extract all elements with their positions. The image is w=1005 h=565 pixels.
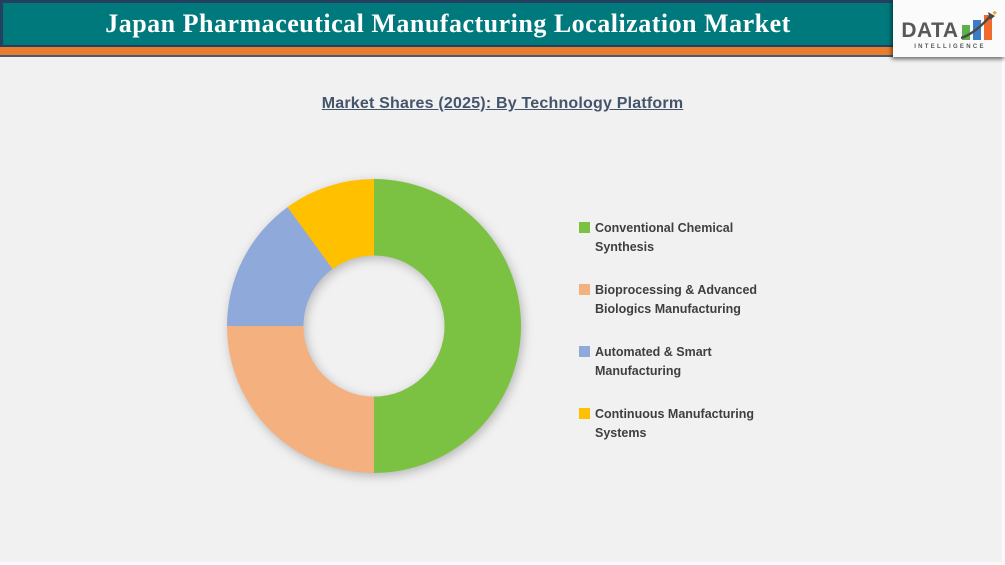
legend-item: Bioprocessing & Advanced Biologics Manuf…	[579, 281, 779, 319]
logo-row: DATA	[901, 11, 997, 43]
header-bar: Japan Pharmaceutical Manufacturing Local…	[0, 0, 893, 45]
logo-wordmark: DATA	[901, 19, 959, 43]
chart-title: Market Shares (2025): By Technology Plat…	[321, 95, 684, 112]
legend-swatch-orange	[579, 284, 590, 295]
donut-chart	[227, 179, 521, 473]
legend-swatch-green	[579, 222, 590, 233]
bar-chart-arrow-icon	[960, 11, 997, 40]
accent-stripe	[0, 45, 893, 57]
legend-item: Automated & Smart Manufacturing	[579, 343, 779, 381]
logo-tagline: INTELLIGENCE	[914, 44, 986, 50]
brand-logo: DATA INTELLIGENCE	[893, 0, 1005, 57]
donut-segment-0	[374, 179, 521, 473]
legend-swatch-blue	[579, 346, 590, 357]
chart-legend: Conventional Chemical Synthesis Bioproce…	[579, 219, 779, 467]
legend-item: Continuous Manufacturing Systems	[579, 405, 779, 443]
legend-swatch-yellow	[579, 408, 590, 419]
donut-segment-2	[227, 207, 333, 326]
donut-segment-1	[227, 326, 374, 473]
legend-label: Conventional Chemical Synthesis	[595, 221, 734, 254]
page-title: Japan Pharmaceutical Manufacturing Local…	[105, 9, 791, 38]
legend-label: Continuous Manufacturing Systems	[595, 407, 755, 440]
legend-item: Conventional Chemical Synthesis	[579, 219, 779, 257]
donut-segment-3	[287, 179, 374, 269]
legend-label: Bioprocessing & Advanced Biologics Manuf…	[595, 283, 758, 316]
legend-label: Automated & Smart Manufacturing	[595, 345, 712, 378]
donut-chart-area	[224, 176, 524, 476]
